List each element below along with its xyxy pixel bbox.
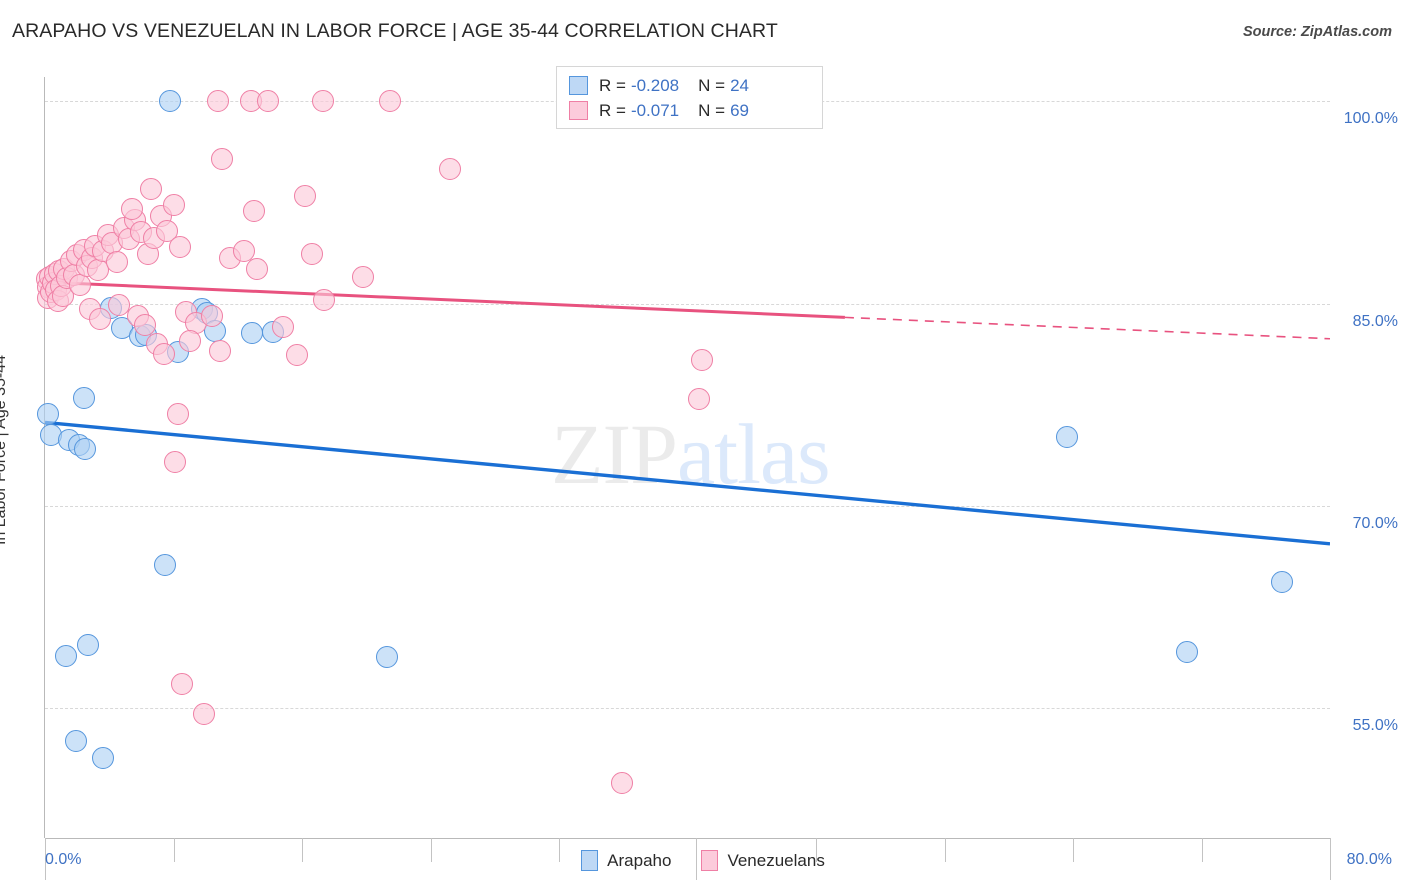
gridline <box>45 506 1330 508</box>
r-value: -0.208 <box>630 75 680 95</box>
scatter-point-pink <box>107 294 130 317</box>
scatter-point-pink <box>152 342 175 365</box>
scatter-point-pink <box>300 242 323 265</box>
legend-swatch-pink <box>569 101 588 120</box>
scatter-point-pink <box>271 315 294 338</box>
scatter-point-pink <box>610 771 633 794</box>
scatter-point-blue <box>154 554 177 577</box>
n-label: N = <box>698 75 726 95</box>
x-axis-tick <box>695 838 697 880</box>
trendline <box>45 420 1330 546</box>
series-legend-label: Venezuelans <box>727 850 825 870</box>
scatter-point-pink <box>170 673 193 696</box>
x-axis-line <box>45 838 1331 839</box>
scatter-point-blue <box>91 747 114 770</box>
n-value: 69 <box>730 100 749 120</box>
correlation-stat-row: R = -0.071 N = 69 <box>569 98 812 123</box>
scatter-point-pink <box>294 184 317 207</box>
scatter-point-pink <box>140 177 162 200</box>
scatter-point-pink <box>352 265 375 288</box>
page-title: ARAPAHO VS VENEZUELAN IN LABOR FORCE | A… <box>12 20 778 42</box>
gridline <box>45 708 1330 710</box>
scatter-point-pink <box>156 219 179 242</box>
scatter-point-blue <box>376 646 399 669</box>
scatter-point-pink <box>313 288 336 311</box>
series-legend: Arapaho Venezuelans <box>0 850 1406 871</box>
scatter-point-pink <box>242 199 265 222</box>
series-legend-item[interactable]: Venezuelans <box>701 850 825 871</box>
correlation-stat-row: R = -0.208 N = 24 <box>569 73 812 98</box>
scatter-point-pink <box>690 349 713 372</box>
scatter-point-pink <box>438 157 461 180</box>
r-label: R = <box>599 75 626 95</box>
plot-area <box>35 77 1330 838</box>
x-axis-tick <box>1073 838 1074 862</box>
n-value: 24 <box>730 75 749 95</box>
x-axis-tick <box>45 838 46 880</box>
legend-swatch-blue <box>569 76 588 95</box>
scatter-point-pink <box>193 702 216 725</box>
scatter-point-pink <box>687 388 710 411</box>
r-label: R = <box>599 100 626 120</box>
scatter-point-blue <box>1176 640 1199 663</box>
scatter-point-pink <box>120 198 143 221</box>
scatter-point-pink <box>168 236 191 258</box>
scatter-point-pink <box>210 148 233 171</box>
x-axis-label-min: 0.0% <box>45 851 82 868</box>
n-label: N = <box>698 100 726 120</box>
scatter-point-pink <box>209 339 232 362</box>
trendline <box>45 280 845 319</box>
scatter-point-pink <box>69 273 92 296</box>
scatter-point-pink <box>88 307 111 330</box>
scatter-point-pink <box>164 450 187 473</box>
scatter-point-pink <box>286 343 309 366</box>
scatter-point-pink <box>311 90 334 113</box>
x-axis-tick <box>944 838 946 862</box>
y-axis-line <box>44 77 45 838</box>
scatter-point-blue <box>159 90 182 113</box>
scatter-point-pink <box>207 90 230 113</box>
scatter-point-blue <box>64 729 87 752</box>
x-axis-tick <box>173 838 175 862</box>
scatter-point-blue <box>74 438 97 461</box>
y-axis-tick-label: 100.0% <box>1343 110 1398 128</box>
x-axis-tick <box>816 838 817 862</box>
scatter-point-pink <box>178 330 201 353</box>
y-axis-tick-label: 70.0% <box>1352 515 1398 533</box>
scatter-point-blue <box>72 387 95 410</box>
series-swatch-pink <box>701 850 719 871</box>
gridline <box>45 303 1330 305</box>
trendline <box>844 316 1330 340</box>
series-swatch-blue <box>581 850 599 871</box>
y-axis-tick-label: 85.0% <box>1352 312 1398 330</box>
correlation-stats-legend: R = -0.208 N = 24 R = -0.071 N = 69 <box>556 66 823 129</box>
x-axis-tick <box>1330 838 1331 880</box>
scatter-point-blue <box>77 634 100 657</box>
scatter-point-pink <box>246 257 269 280</box>
scatter-point-pink <box>167 403 190 426</box>
y-axis-tick-label: 55.0% <box>1352 717 1398 735</box>
x-axis-label-max: 80.0% <box>1346 851 1392 868</box>
y-axis-title: In Labor Force | Age 35-44 <box>0 354 9 546</box>
scatter-point-pink <box>257 90 280 113</box>
series-legend-item[interactable]: Arapaho <box>581 850 671 871</box>
scatter-point-pink <box>201 304 224 327</box>
x-axis-tick <box>302 838 303 862</box>
scatter-point-blue <box>1055 426 1078 449</box>
scatter-point-pink <box>162 194 185 217</box>
scatter-point-pink <box>379 90 402 113</box>
scatter-point-blue <box>1270 570 1293 593</box>
scatter-point-pink <box>106 250 129 273</box>
x-axis-tick <box>430 838 432 862</box>
scatter-point-pink <box>233 240 256 263</box>
series-legend-label: Arapaho <box>607 850 672 870</box>
x-axis-tick <box>559 838 560 862</box>
source-attribution: Source: ZipAtlas.com <box>1242 24 1392 40</box>
x-axis-tick <box>1201 838 1203 862</box>
trendline-svg <box>45 280 1330 546</box>
r-value: -0.071 <box>630 100 680 120</box>
scatter-point-blue <box>54 644 77 667</box>
scatter-point-pink <box>133 314 156 337</box>
